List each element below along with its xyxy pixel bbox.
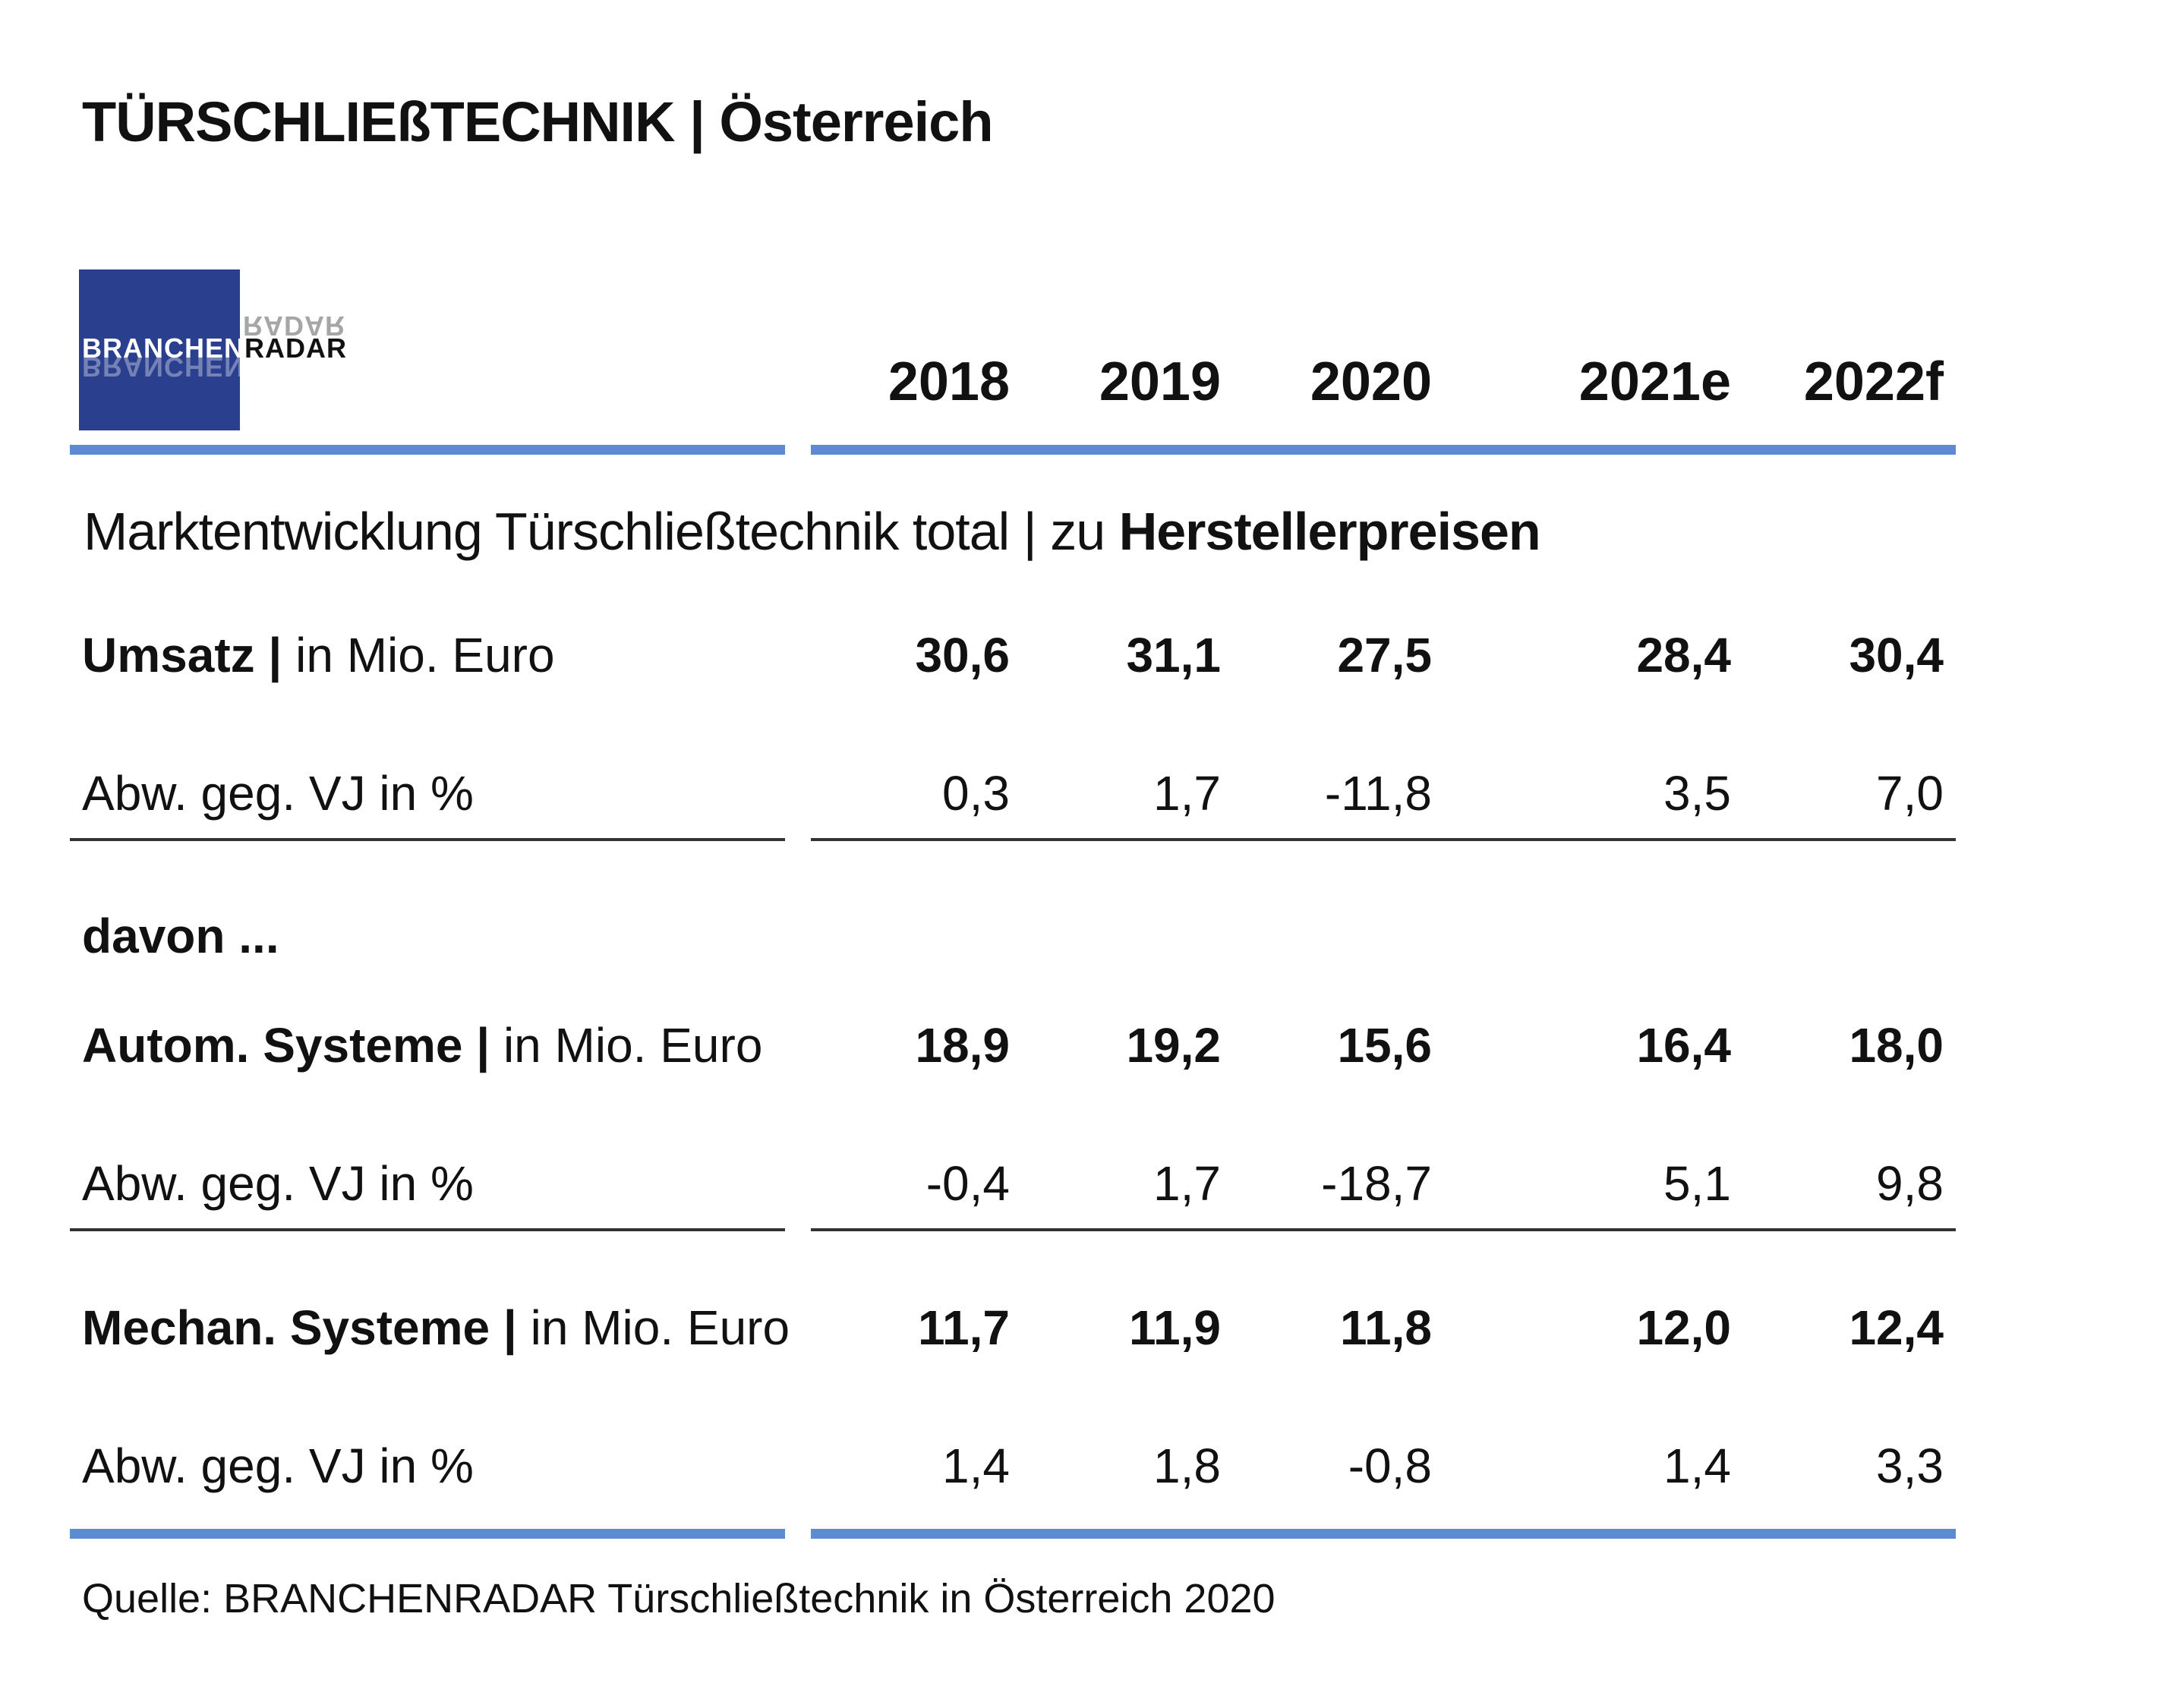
table-cell: 1,8 [1153,1439,1221,1493]
table-cell: 18,9 [915,1018,1010,1073]
row-label-unit: Abw. geg. VJ in % [82,1156,474,1211]
table-cell: 9,8 [1876,1156,1944,1211]
table-cell: -0,4 [925,1156,1010,1211]
row-label-unit: Abw. geg. VJ in % [82,766,474,821]
table-cell: 3,5 [1663,766,1731,821]
column-header-2019: 2019 [1099,351,1221,412]
logo-text-branchen: BRANCHEN [82,332,244,364]
table-cell: 1,7 [1153,766,1221,821]
table-cell: 12,0 [1636,1300,1731,1355]
table-cell: 0,3 [942,766,1010,821]
table-cell: 11,9 [1128,1300,1221,1355]
davon-label: davon ... [82,909,279,963]
table-cell: 1,4 [1663,1439,1731,1493]
header-rule-right [811,445,1956,455]
row-label-unit: in Mio. Euro [516,1300,790,1355]
row-label-bold: Umsatz | [82,628,282,682]
table-cell: 1,4 [942,1439,1010,1493]
divider-umsatz-left [70,838,785,841]
row-label: Autom. Systeme | in Mio. Euro [82,1017,762,1073]
page-title: TÜRSCHLIEßTECHNIK | Österreich [82,90,994,153]
row-label: Abw. geg. VJ in % [82,1438,474,1494]
table-cell: 16,4 [1636,1018,1731,1073]
row-label: Mechan. Systeme | in Mio. Euro [82,1300,790,1356]
row-label: Abw. geg. VJ in % [82,1155,474,1212]
table-cell: 12,4 [1849,1300,1944,1355]
row-label-unit: in Mio. Euro [490,1018,763,1073]
row-label-unit: Abw. geg. VJ in % [82,1439,474,1493]
table-cell: 3,3 [1876,1439,1944,1493]
source-note: Quelle: BRANCHENRADAR Türschließtechnik … [82,1576,1276,1621]
subtitle-bold: Herstellerpreisen [1118,502,1541,561]
table-cell: 30,4 [1849,628,1944,682]
footer-rule-left [70,1529,785,1539]
branchenradar-logo [79,269,240,430]
divider-autom-left [70,1228,785,1231]
table-cell: 15,6 [1337,1018,1432,1073]
column-header-2021e: 2021e [1578,351,1731,412]
row-label-bold: Mechan. Systeme | [82,1300,517,1355]
table-cell: -0,8 [1348,1439,1432,1493]
table-cell: -18,7 [1321,1156,1432,1211]
footer-rule-right [811,1529,1956,1539]
table-cell: 27,5 [1337,628,1432,682]
table-cell: 31,1 [1126,628,1221,682]
column-header-2020: 2020 [1310,351,1432,412]
row-label-bold: Autom. Systeme | [82,1018,490,1073]
header-rule-left [70,445,785,455]
column-header-2022f: 2022f [1803,351,1944,412]
table-cell: 30,6 [915,628,1010,682]
divider-umsatz-right [811,838,1956,841]
table-subtitle: Marktentwicklung Türschließtechnik total… [84,501,1541,562]
column-header-2018: 2018 [888,351,1010,412]
table-cell: 5,1 [1663,1156,1731,1211]
logo-text: BRANCHENRADAR [82,332,347,364]
divider-autom-right [811,1228,1956,1231]
row-label-unit: in Mio. Euro [282,628,555,682]
subtitle-normal: Marktentwicklung Türschließtechnik total… [84,502,1119,561]
table-cell: 11,8 [1339,1300,1432,1355]
row-label: Abw. geg. VJ in % [82,765,474,821]
table-cell: -11,8 [1324,766,1432,821]
table-cell: 1,7 [1153,1156,1221,1211]
table-cell: 28,4 [1636,628,1731,682]
table-cell: 19,2 [1126,1018,1221,1073]
table-cell: 18,0 [1849,1018,1944,1073]
logo-text-radar: RADAR [244,332,347,364]
table-cell: 7,0 [1876,766,1944,821]
table-cell: 11,7 [917,1300,1010,1355]
row-label: Umsatz | in Mio. Euro [82,627,555,683]
